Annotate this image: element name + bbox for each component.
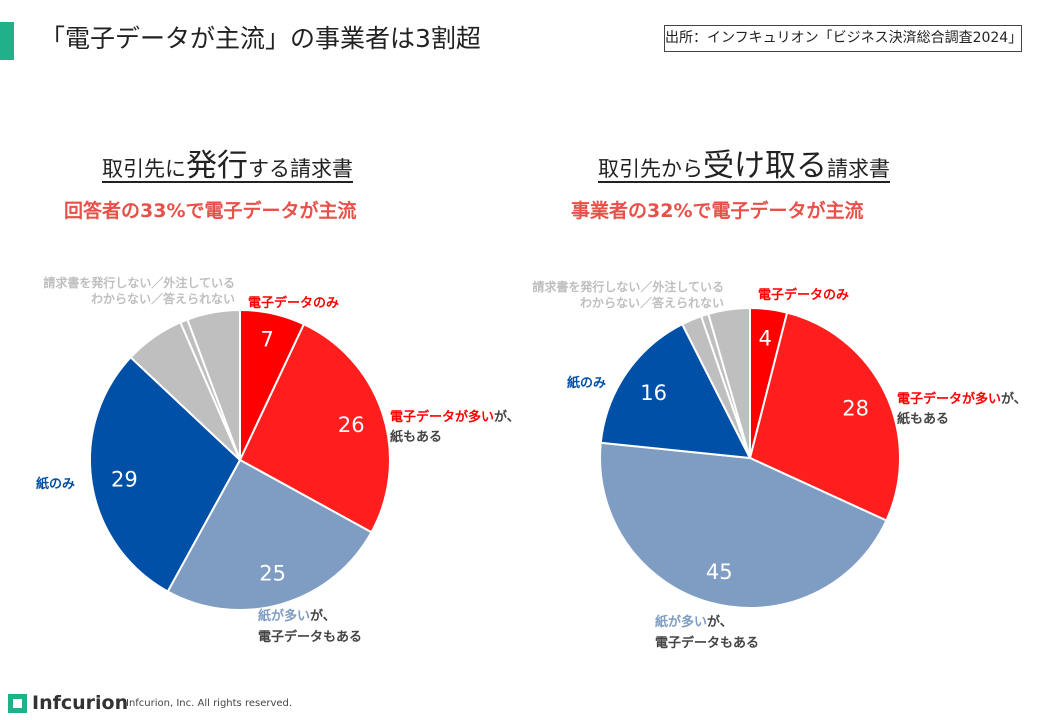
right-title-post: 請求書 (827, 157, 890, 181)
left-chart-title: 取引先に発行する請求書 (102, 140, 353, 185)
left-pie-value-p_only: 29 (111, 467, 138, 491)
left-label-p-mostly-rest: が、 (310, 608, 336, 624)
right-label-e-only: 電子データのみ (758, 287, 849, 303)
right-pie-value-p_mostly: 45 (706, 560, 733, 584)
right-label-p-only: 紙のみ (567, 375, 606, 391)
left-chart-subtitle: 回答者の33%で電子データが主流 (64, 200, 357, 222)
left-pie-value-e_mostly: 26 (338, 413, 365, 437)
right-label-p-mostly: 紙が多いが、 (655, 614, 733, 630)
right-pie-slice-unknown (707, 306, 751, 459)
right-chart-subtitle: 事業者の32%で電子データが主流 (571, 200, 864, 222)
right-pie-slice-p_only (599, 322, 752, 460)
left-pie: 7 26 25 29 (89, 308, 391, 611)
left-label-e-mostly-line2: 紙もある (390, 429, 442, 445)
right-pie-value-e_mostly: 28 (842, 397, 869, 421)
right-label-e-mostly: 電子データが多いが、 (897, 391, 1027, 407)
logo-text: Infcurion (32, 692, 129, 714)
right-label-p-mostly-rest: が、 (707, 614, 733, 630)
left-label-other-2: わからない／答えられない (91, 291, 235, 306)
right-title-big: 受け取る (703, 148, 827, 184)
right-label-p-mostly-line2: 電子データもある (655, 635, 759, 651)
title-accent-bar (0, 22, 14, 60)
left-pie-value-p_mostly: 25 (259, 561, 286, 585)
right-label-e-mostly-line2: 紙もある (897, 411, 949, 427)
right-pie-slice-p_mostly (599, 441, 888, 610)
left-pie-slice-p_only (89, 355, 242, 593)
right-label-other-2: わからない／答えられない (580, 295, 724, 310)
right-pie-value-e_only: 4 (759, 326, 772, 350)
right-pie-slice-e_mostly (748, 311, 901, 522)
left-label-e-only: 電子データのみ (248, 295, 339, 311)
left-label-p-only: 紙のみ (36, 476, 75, 492)
left-label-other-1: 請求書を発行しない／外注している (43, 275, 235, 290)
left-label-p-mostly: 紙が多いが、 (258, 608, 336, 624)
right-label-other-1: 請求書を発行しない／外注している (532, 279, 724, 294)
company-logo: Infcurion (8, 690, 128, 716)
right-pie-value-p_only: 16 (640, 381, 667, 405)
left-label-e-mostly-rest: が、 (494, 409, 520, 425)
right-title-pre: 取引先から (598, 157, 703, 181)
source-note: 出所：インフキュリオン「ビジネス決済総合調査2024」 (664, 25, 1022, 52)
right-chart-title: 取引先から受け取る請求書 (598, 140, 890, 185)
left-label-e-mostly: 電子データが多いが、 (390, 409, 520, 425)
right-label-e-mostly-red: 電子データが多い (897, 391, 1001, 407)
left-pie-value-e_only: 7 (261, 328, 274, 352)
left-label-p-mostly-line2: 電子データもある (258, 629, 362, 645)
right-label-e-mostly-rest: が、 (1001, 391, 1027, 407)
logo-icon (8, 693, 27, 713)
left-label-e-mostly-red: 電子データが多い (390, 409, 494, 425)
right-label-p-mostly-blue: 紙が多い (655, 614, 707, 630)
left-pie-slice-unknown (186, 308, 241, 461)
left-title-post: する請求書 (248, 157, 353, 181)
left-title-pre: 取引先に (102, 157, 186, 181)
copyright-text: Infcurion, Inc. All rights reserved. (126, 698, 293, 709)
left-label-p-mostly-blue: 紙が多い (258, 608, 310, 624)
right-pie: 4 28 45 16 (599, 306, 901, 610)
left-title-big: 発行 (186, 148, 248, 184)
left-pie-slice-p_mostly (166, 458, 373, 611)
slide-title: 「電子データが主流」の事業者は3割超 (40, 24, 481, 53)
